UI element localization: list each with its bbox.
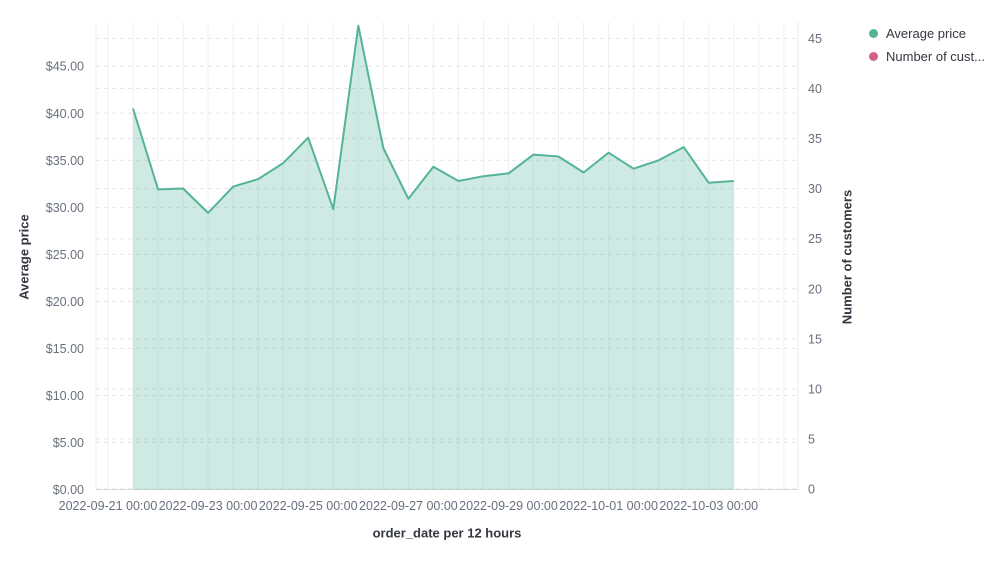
- legend-item-average-price[interactable]: Average price: [869, 25, 985, 42]
- svg-text:$5.00: $5.00: [53, 436, 84, 450]
- svg-text:$30.00: $30.00: [46, 201, 84, 215]
- svg-text:$0.00: $0.00: [53, 483, 84, 497]
- svg-text:$20.00: $20.00: [46, 295, 84, 309]
- legend-label: Number of cust...: [886, 49, 985, 64]
- svg-text:$25.00: $25.00: [46, 248, 84, 262]
- svg-text:2022-09-25 00:00: 2022-09-25 00:00: [259, 499, 358, 513]
- right-axis-tick-labels: 0 5 10 15 20 25 30 35 40 45: [808, 32, 822, 497]
- svg-text:2022-09-29 00:00: 2022-09-29 00:00: [459, 499, 558, 513]
- svg-text:40: 40: [808, 82, 822, 96]
- legend-item-number-of-customers[interactable]: Number of cust...: [869, 48, 985, 65]
- legend-swatch-icon: [869, 52, 878, 61]
- svg-text:15: 15: [808, 332, 822, 346]
- svg-text:25: 25: [808, 232, 822, 246]
- left-axis-tick-labels: $0.00 $5.00 $10.00 $15.00 $20.00 $25.00 $30.00…: [46, 60, 84, 497]
- svg-text:30: 30: [808, 182, 822, 196]
- svg-text:$40.00: $40.00: [46, 107, 84, 121]
- svg-text:35: 35: [808, 132, 822, 146]
- svg-text:$45.00: $45.00: [46, 60, 84, 74]
- x-axis-title: order_date per 12 hours: [372, 525, 522, 541]
- svg-text:20: 20: [808, 282, 822, 296]
- svg-text:2022-10-01 00:00: 2022-10-01 00:00: [559, 499, 658, 513]
- svg-text:2022-09-27 00:00: 2022-09-27 00:00: [359, 499, 458, 513]
- svg-text:2022-09-21 00:00: 2022-09-21 00:00: [59, 499, 158, 513]
- axis-lines: [95, 22, 799, 490]
- svg-text:2022-09-23 00:00: 2022-09-23 00:00: [159, 499, 258, 513]
- svg-text:10: 10: [808, 382, 822, 396]
- svg-text:45: 45: [808, 32, 822, 46]
- svg-text:5: 5: [808, 432, 815, 446]
- left-axis-title: Average price: [16, 214, 32, 300]
- legend-label: Average price: [886, 26, 966, 41]
- legend-swatch-icon: [869, 29, 878, 38]
- x-axis-tick-labels: 2022-09-21 00:00 2022-09-23 00:00 2022-09-…: [59, 499, 758, 513]
- line-series-average-price: [132, 24, 734, 214]
- legend: Average price Number of cust...: [869, 25, 985, 65]
- svg-text:2022-10-03 00:00: 2022-10-03 00:00: [659, 499, 758, 513]
- svg-text:0: 0: [808, 483, 815, 497]
- right-axis-title: Number of customers: [839, 189, 855, 325]
- vertical-gridlines: [107, 22, 785, 490]
- svg-text:$15.00: $15.00: [46, 342, 84, 356]
- area-series-average-price[interactable]: [133, 25, 734, 490]
- svg-text:$10.00: $10.00: [46, 389, 84, 403]
- svg-text:$35.00: $35.00: [46, 154, 84, 168]
